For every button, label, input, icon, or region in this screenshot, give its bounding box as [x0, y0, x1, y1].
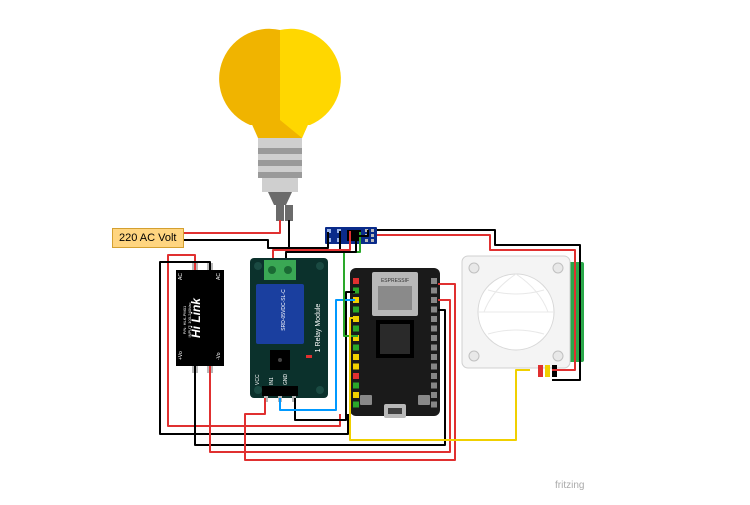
esp32-board: ESPRESSIF	[350, 268, 440, 418]
svg-text:AC: AC	[216, 273, 222, 280]
ac-voltage-label: 220 AC Volt	[112, 228, 184, 248]
svg-text:ESPRESSIF: ESPRESSIF	[381, 278, 409, 284]
psu-hilink: Hi Link P/N: HLK-PM01 INPUT: 100-240Vac …	[176, 263, 224, 373]
diagram-canvas: Hi Link P/N: HLK-PM01 INPUT: 100-240Vac …	[0, 0, 750, 500]
svg-text:VCC: VCC	[255, 374, 261, 385]
fritzing-credit: fritzing	[555, 480, 584, 491]
svg-text:IN1: IN1	[269, 377, 275, 385]
wiring-svg: Hi Link P/N: HLK-PM01 INPUT: 100-240Vac …	[0, 0, 750, 500]
svg-text:-Vo: -Vo	[216, 352, 222, 360]
svg-text:1 Relay Module: 1 Relay Module	[315, 304, 322, 353]
svg-text:INPUT: 100-240Vac: INPUT: 100-240Vac	[187, 302, 192, 337]
svg-text:GND: GND	[283, 374, 289, 386]
light-bulb	[219, 29, 341, 221]
svg-text:AC: AC	[178, 273, 184, 280]
pir-sensor	[462, 256, 584, 377]
svg-text:SRD-05VDC-SL-C: SRD-05VDC-SL-C	[281, 289, 287, 331]
svg-text:+Vo: +Vo	[178, 351, 184, 360]
relay-module: SRD-05VDC-SL-C 1 Relay Module VCC IN1 GN…	[250, 258, 328, 402]
